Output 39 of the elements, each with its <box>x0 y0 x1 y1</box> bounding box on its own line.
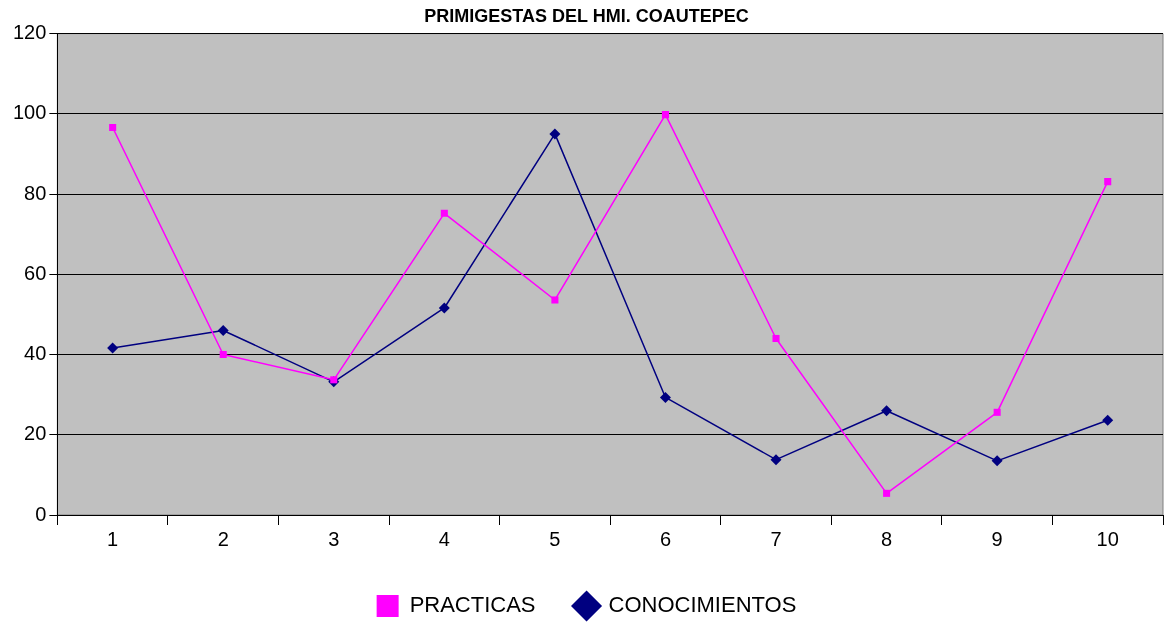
point <box>440 209 448 217</box>
point <box>991 455 1003 467</box>
point <box>883 489 891 497</box>
point <box>772 334 780 343</box>
x-tick-label: 9 <box>991 527 1003 550</box>
point <box>1104 178 1112 186</box>
point <box>549 128 561 140</box>
point <box>661 111 669 119</box>
y-tick-label: 0 <box>35 502 47 525</box>
point <box>107 342 119 354</box>
x-tick-label: 10 <box>1096 527 1119 550</box>
y-tick-label: 40 <box>24 342 47 365</box>
point <box>770 454 782 466</box>
point <box>330 376 338 384</box>
x-tick-label: 6 <box>659 527 672 550</box>
x-tick-label: 4 <box>438 527 450 550</box>
point <box>219 351 227 359</box>
legend-label: CONOCIMIENTOS <box>608 592 797 618</box>
x-tick-label: 8 <box>881 527 893 550</box>
x-tick-label: 3 <box>328 527 340 550</box>
y-tick-label: 120 <box>12 21 47 44</box>
y-tick-label: 20 <box>24 422 47 445</box>
point <box>217 324 229 336</box>
point <box>438 302 450 314</box>
point <box>881 405 893 417</box>
x-tick-label: 7 <box>770 527 782 550</box>
point <box>993 408 1001 416</box>
point <box>1102 414 1114 426</box>
point <box>551 296 559 304</box>
y-tick-label: 80 <box>24 181 47 204</box>
x-tick-label: 1 <box>107 527 119 550</box>
y-tick-label: 100 <box>12 101 47 124</box>
point <box>659 391 671 403</box>
y-tick-label: 60 <box>24 261 47 284</box>
legend-label: PRACTICAS <box>409 592 536 618</box>
x-tick-label: 5 <box>549 527 561 550</box>
point <box>109 123 117 132</box>
chart-title: PRIMIGESTAS DEL HMI. COAUTEPEC <box>424 5 749 26</box>
x-tick-label: 2 <box>217 527 229 550</box>
